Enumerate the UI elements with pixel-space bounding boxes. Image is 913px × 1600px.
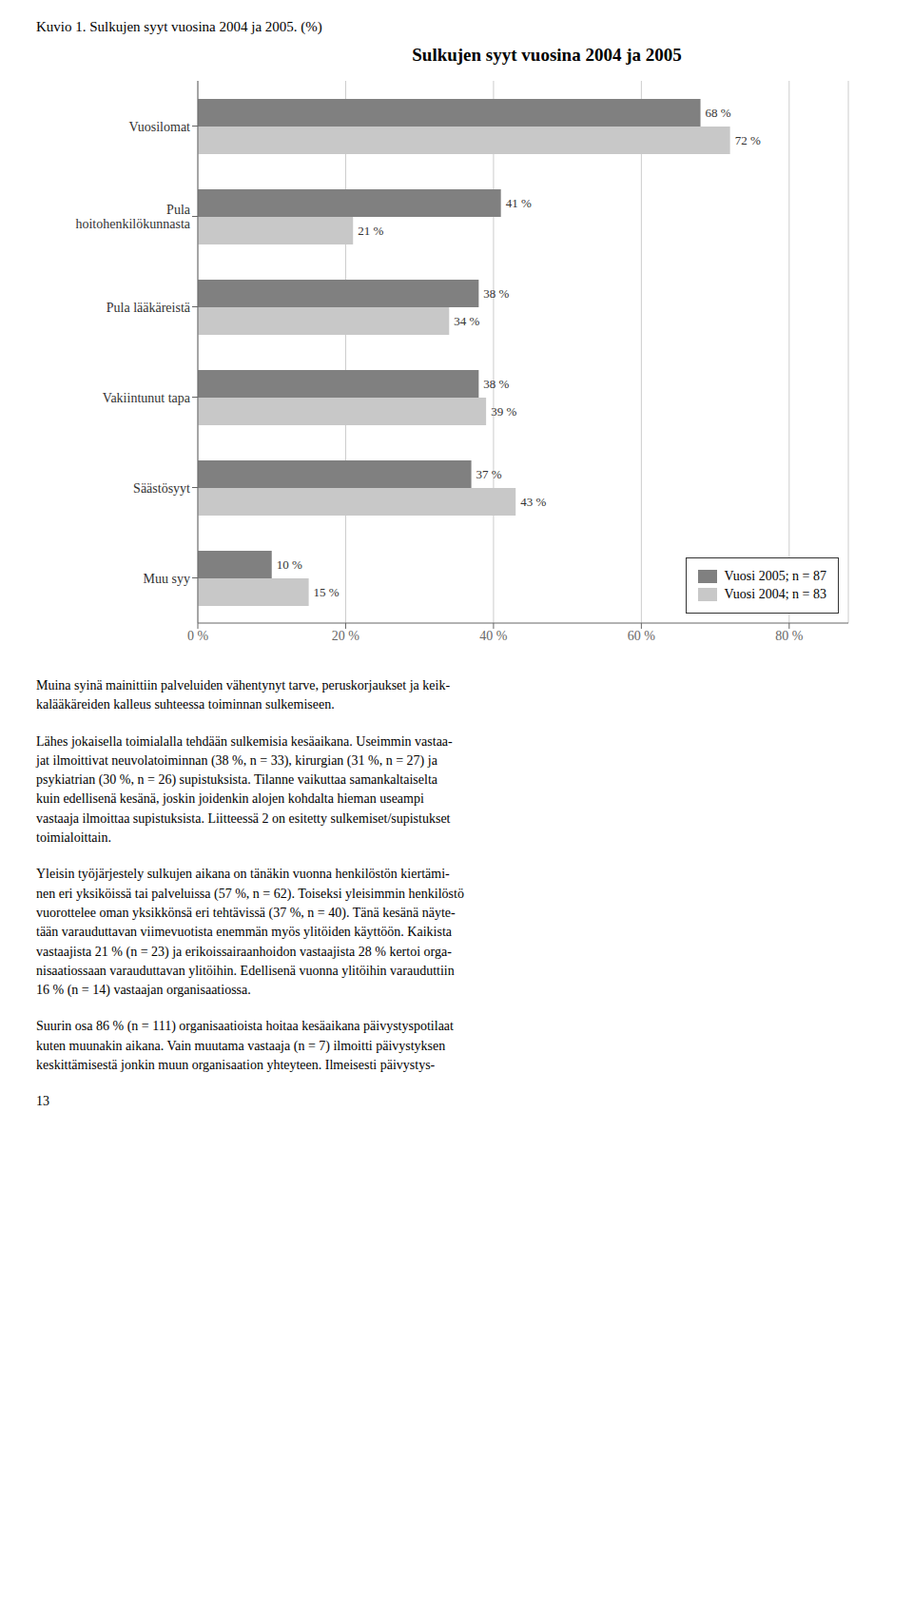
html-text:Vuosi 2005; n = 87: Vuosi 2005; n = 87: [724, 568, 827, 583]
svg-text:37 %: 37 %: [476, 466, 503, 482]
svg-text:34 %: 34 %: [453, 313, 480, 329]
html-text:13: 13: [36, 1093, 50, 1109]
svg-text:39 %: 39 %: [490, 404, 517, 419]
svg-text:38 %: 38 %: [483, 286, 509, 301]
svg-text:68 %: 68 %: [705, 105, 732, 120]
html-text:Lähes jokaisella toimialalla t: Lähes jokaisella toimialalla tehdään sul…: [36, 733, 453, 845]
svg-text:Säästösyyt: Säästösyyt: [133, 481, 191, 496]
html-text:Muina syinä mainittiin palvelu: Muina syinä mainittiin palveluiden vähen…: [36, 678, 450, 712]
html-text:Vuosi 2004; n = 83: Vuosi 2004; n = 83: [724, 586, 827, 602]
svg-text:Pula lääkäreistä: Pula lääkäreistä: [106, 300, 192, 315]
svg-text:Muu syy: Muu syy: [143, 571, 191, 586]
svg-text:0 %: 0 %: [187, 628, 210, 643]
svg-text:43 %: 43 %: [520, 494, 546, 509]
svg-text:80 %: 80 %: [775, 628, 804, 643]
svg-text:38 %: 38 %: [483, 376, 509, 391]
html-text:Sulkujen syyt vuosina 2004 ja: Sulkujen syyt vuosina 2004 ja 2005: [412, 44, 682, 65]
svg-text:Pulahoitohenkilökunnasta: Pulahoitohenkilökunnasta: [75, 202, 191, 232]
svg-text:20 %: 20 %: [331, 628, 361, 643]
html-text:Kuvio 1. Sulkujen syyt vuosina: Kuvio 1. Sulkujen syyt vuosina 2004 ja 2…: [36, 19, 323, 35]
svg-text:15 %: 15 %: [313, 584, 340, 600]
html-text:Yleisin työjärjestely sulkujen: Yleisin työjärjestely sulkujen aikana on…: [36, 866, 465, 997]
html-text:Suurin osa 86 % (n = 111) orga: Suurin osa 86 % (n = 111) organisaatiois…: [36, 1019, 454, 1072]
svg-text:Vuosilomat: Vuosilomat: [129, 119, 192, 135]
svg-text:72 %: 72 %: [735, 133, 761, 148]
svg-text:41 %: 41 %: [505, 195, 532, 211]
svg-text:Vakiintunut tapa: Vakiintunut tapa: [102, 390, 192, 406]
svg-text:60 %: 60 %: [627, 628, 657, 643]
svg-text:40 %: 40 %: [479, 628, 508, 643]
svg-text:10 %: 10 %: [276, 557, 303, 572]
svg-text:21 %: 21 %: [357, 223, 384, 238]
